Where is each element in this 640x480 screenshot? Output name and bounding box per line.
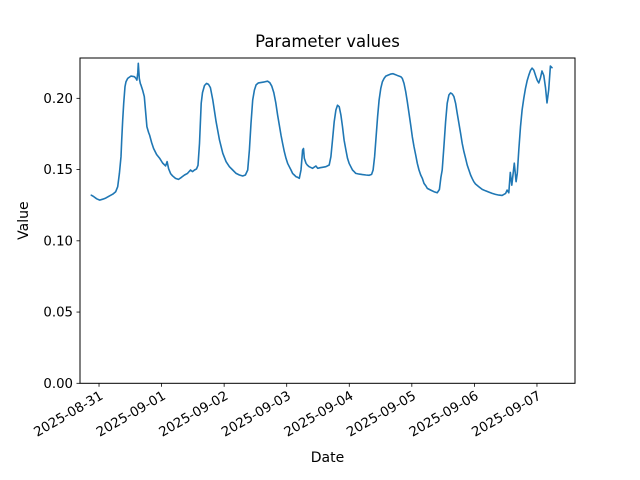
y-tick-label: 0.15 bbox=[43, 163, 73, 178]
y-axis-label: Value bbox=[16, 201, 32, 239]
y-tick-label: 0.20 bbox=[43, 92, 73, 107]
y-tick-label: 0.00 bbox=[43, 377, 73, 392]
y-tick-label: 0.10 bbox=[43, 234, 73, 249]
plot-frame bbox=[79, 57, 576, 384]
y-axis-ticks bbox=[76, 97, 80, 384]
x-axis-ticks bbox=[98, 383, 538, 387]
y-tick-label: 0.05 bbox=[43, 306, 73, 321]
chart-title: Parameter values bbox=[255, 32, 400, 51]
y-tick-labels: 0.00 0.05 0.10 0.15 0.20 bbox=[43, 92, 73, 392]
plot-area bbox=[80, 58, 575, 384]
data-line bbox=[90, 62, 553, 201]
x-axis-label: Date bbox=[311, 450, 344, 466]
